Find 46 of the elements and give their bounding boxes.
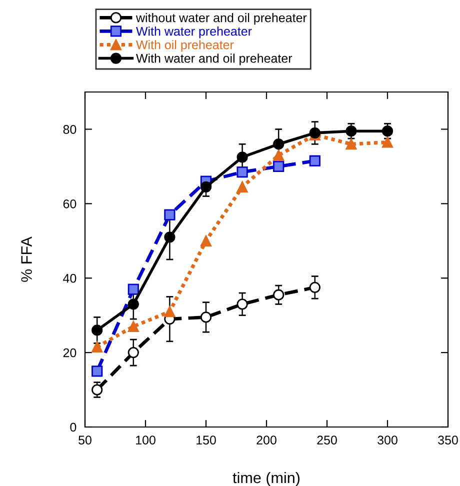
point [92,384,103,396]
point [273,289,284,300]
x-tick-label: 200 [256,436,276,445]
point [273,150,284,161]
legend-label: With oil preheater [136,40,234,52]
point [164,209,176,220]
point [273,160,284,172]
x-tick-label: 50 [78,436,92,445]
point [382,126,394,137]
y-tick-label: 60 [63,199,76,208]
y-tick-label: 20 [63,348,76,358]
point [200,235,212,246]
y-tick-label: 40 [63,274,76,283]
point [382,136,394,148]
y-axis-title: % FFA [21,236,32,282]
x-tick-label: 150 [196,436,216,445]
point [273,138,284,150]
legend-label: With water preheater [136,26,252,38]
legend-label: without water and oil preheater [136,13,307,25]
point [309,282,320,293]
point [92,366,103,377]
point [309,155,320,166]
point [92,324,103,336]
x-tick-label: 100 [136,436,156,445]
point [236,181,248,192]
legend-label: With water and oil preheater [136,54,292,66]
x-tick-label: 250 [317,436,337,445]
x-tick-label: 350 [438,436,458,445]
point [164,306,176,318]
point [236,166,248,178]
x-axis-title: time (min) [232,472,300,486]
y-tick-label: 80 [63,125,76,134]
x-tick-label: 300 [378,436,398,445]
y-tick-label: 0 [70,422,76,432]
point [346,138,357,150]
point [92,341,103,353]
point [164,232,176,243]
point [236,152,248,163]
point [128,284,139,295]
point [200,312,212,323]
point [200,181,212,192]
point [236,298,248,310]
point [128,320,139,332]
point [346,126,357,137]
point [128,347,139,358]
point [128,298,139,310]
